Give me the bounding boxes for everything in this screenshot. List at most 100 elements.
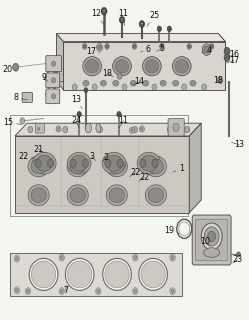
- Ellipse shape: [145, 185, 167, 206]
- Text: 22: 22: [129, 168, 141, 177]
- FancyBboxPatch shape: [46, 89, 60, 104]
- Circle shape: [36, 126, 41, 132]
- Circle shape: [170, 288, 175, 295]
- Ellipse shape: [173, 123, 179, 131]
- Text: 15: 15: [4, 118, 21, 127]
- Circle shape: [117, 111, 121, 117]
- Text: 6: 6: [141, 45, 151, 54]
- Text: 11: 11: [118, 9, 128, 26]
- Text: 5: 5: [157, 44, 164, 53]
- Ellipse shape: [96, 124, 101, 132]
- Text: 25: 25: [147, 11, 160, 26]
- Circle shape: [84, 88, 88, 93]
- Circle shape: [59, 288, 64, 295]
- Text: 2: 2: [103, 153, 108, 162]
- Circle shape: [185, 126, 190, 133]
- Ellipse shape: [67, 152, 91, 174]
- Circle shape: [171, 256, 174, 260]
- Circle shape: [140, 21, 144, 27]
- Text: 17: 17: [86, 47, 100, 56]
- Text: 9: 9: [41, 73, 48, 82]
- Circle shape: [139, 20, 145, 28]
- Polygon shape: [57, 82, 225, 90]
- Text: 12: 12: [91, 9, 105, 26]
- Circle shape: [132, 254, 138, 261]
- Ellipse shape: [103, 259, 131, 291]
- Circle shape: [117, 159, 124, 167]
- Circle shape: [37, 127, 40, 131]
- Polygon shape: [218, 34, 225, 90]
- Circle shape: [119, 16, 125, 23]
- Text: 1: 1: [173, 164, 184, 173]
- Circle shape: [96, 288, 101, 295]
- FancyBboxPatch shape: [46, 56, 62, 72]
- Circle shape: [13, 63, 19, 71]
- Circle shape: [237, 252, 241, 257]
- FancyBboxPatch shape: [195, 219, 228, 261]
- Ellipse shape: [100, 80, 107, 86]
- Circle shape: [25, 288, 31, 295]
- Ellipse shape: [109, 188, 124, 203]
- Circle shape: [160, 44, 164, 49]
- Circle shape: [14, 287, 20, 294]
- Ellipse shape: [130, 80, 136, 86]
- Ellipse shape: [141, 261, 165, 288]
- Ellipse shape: [85, 123, 92, 133]
- Circle shape: [72, 84, 77, 90]
- Ellipse shape: [31, 188, 46, 203]
- Ellipse shape: [148, 188, 164, 203]
- Circle shape: [57, 127, 60, 131]
- Circle shape: [161, 45, 163, 48]
- Circle shape: [132, 126, 137, 133]
- Ellipse shape: [172, 57, 191, 76]
- Circle shape: [133, 45, 136, 48]
- Text: 10: 10: [200, 237, 210, 246]
- Ellipse shape: [142, 80, 149, 86]
- Circle shape: [117, 73, 122, 79]
- Circle shape: [122, 84, 127, 90]
- Circle shape: [97, 289, 100, 293]
- FancyBboxPatch shape: [192, 215, 231, 265]
- Ellipse shape: [29, 259, 58, 291]
- Text: 20: 20: [2, 65, 17, 74]
- Ellipse shape: [190, 80, 196, 86]
- Circle shape: [52, 78, 56, 83]
- Polygon shape: [15, 123, 201, 136]
- FancyBboxPatch shape: [35, 123, 44, 133]
- Ellipse shape: [145, 60, 159, 73]
- Circle shape: [139, 159, 146, 167]
- Ellipse shape: [67, 156, 88, 177]
- Circle shape: [182, 84, 187, 90]
- Ellipse shape: [83, 57, 102, 76]
- Text: 3: 3: [89, 152, 96, 161]
- Circle shape: [20, 118, 25, 124]
- Text: 24: 24: [71, 116, 81, 128]
- Circle shape: [120, 17, 124, 23]
- Polygon shape: [189, 123, 201, 213]
- Circle shape: [105, 44, 109, 49]
- Ellipse shape: [160, 80, 166, 86]
- Circle shape: [204, 227, 219, 246]
- Text: 7: 7: [63, 285, 68, 295]
- Circle shape: [152, 84, 157, 90]
- Ellipse shape: [172, 80, 179, 86]
- Circle shape: [101, 7, 107, 15]
- Ellipse shape: [145, 156, 167, 177]
- Circle shape: [98, 45, 101, 50]
- Circle shape: [129, 127, 134, 133]
- Circle shape: [28, 126, 33, 133]
- Circle shape: [52, 94, 56, 99]
- Circle shape: [83, 45, 86, 48]
- FancyBboxPatch shape: [22, 92, 32, 102]
- Circle shape: [170, 254, 175, 261]
- Ellipse shape: [102, 152, 126, 174]
- Circle shape: [208, 231, 216, 242]
- Ellipse shape: [106, 156, 127, 177]
- Circle shape: [15, 288, 18, 292]
- Text: 13: 13: [71, 95, 82, 109]
- Ellipse shape: [139, 259, 167, 291]
- Circle shape: [224, 54, 230, 61]
- Ellipse shape: [28, 185, 49, 206]
- Circle shape: [14, 255, 20, 262]
- Circle shape: [157, 26, 162, 32]
